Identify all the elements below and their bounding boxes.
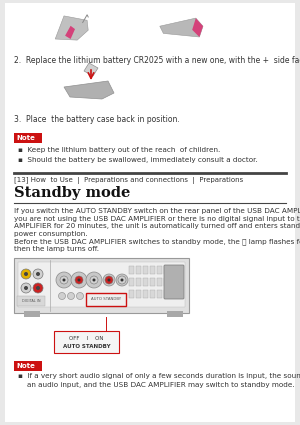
Circle shape <box>92 278 95 281</box>
Text: you are not using the USB DAC AMPLIFIER or there is no digital signal input to t: you are not using the USB DAC AMPLIFIER … <box>14 215 300 221</box>
Text: ▪  Should the battery be swallowed, immediately consult a doctor.: ▪ Should the battery be swallowed, immed… <box>18 157 258 163</box>
Circle shape <box>86 272 102 288</box>
Polygon shape <box>55 16 88 40</box>
Text: ▪  If a very short audio signal of only a few seconds duration is input, the sou: ▪ If a very short audio signal of only a… <box>18 373 300 379</box>
Text: AUTO STANDBY: AUTO STANDBY <box>91 298 121 301</box>
Bar <box>136 290 141 298</box>
Text: then the lamp turns off.: then the lamp turns off. <box>14 246 99 252</box>
Bar <box>129 290 134 298</box>
Bar <box>129 266 134 274</box>
Bar <box>150 290 155 298</box>
Text: power consumption.: power consumption. <box>14 230 88 236</box>
Bar <box>164 266 169 274</box>
FancyBboxPatch shape <box>17 296 45 306</box>
Text: If you switch the AUTO STANDBY switch on the rear panel of the USB DAC AMPLIFIER: If you switch the AUTO STANDBY switch on… <box>14 208 300 214</box>
Bar <box>136 278 141 286</box>
Circle shape <box>60 276 68 284</box>
FancyBboxPatch shape <box>14 258 189 313</box>
Text: an audio input, and the USB DAC AMPLIFIER may switch to standby mode.: an audio input, and the USB DAC AMPLIFIE… <box>18 382 295 388</box>
Polygon shape <box>192 18 203 37</box>
FancyBboxPatch shape <box>14 133 42 143</box>
Circle shape <box>33 269 43 279</box>
Circle shape <box>21 283 31 293</box>
Circle shape <box>68 292 74 300</box>
FancyBboxPatch shape <box>164 265 184 299</box>
FancyBboxPatch shape <box>54 331 119 353</box>
Circle shape <box>103 274 115 286</box>
Circle shape <box>21 269 31 279</box>
Text: Note: Note <box>16 135 35 141</box>
Bar <box>143 290 148 298</box>
FancyBboxPatch shape <box>24 311 40 317</box>
Circle shape <box>24 286 28 290</box>
Circle shape <box>36 286 40 290</box>
Circle shape <box>24 272 28 276</box>
Circle shape <box>121 278 124 281</box>
Bar <box>143 278 148 286</box>
Polygon shape <box>65 26 75 39</box>
Circle shape <box>116 274 128 286</box>
Bar <box>157 290 162 298</box>
Bar <box>129 278 134 286</box>
Circle shape <box>76 292 83 300</box>
Bar <box>164 290 169 298</box>
Text: OFF    I    ON: OFF I ON <box>69 335 104 340</box>
Bar <box>143 266 148 274</box>
Bar <box>157 266 162 274</box>
Circle shape <box>75 276 83 284</box>
Text: ▪  Keep the lithium battery out of the reach  of children.: ▪ Keep the lithium battery out of the re… <box>18 147 220 153</box>
Bar <box>150 278 155 286</box>
Text: 2.  Replace the lithium battery CR2025 with a new one, with the +  side facing u: 2. Replace the lithium battery CR2025 wi… <box>14 56 300 65</box>
Circle shape <box>33 283 43 293</box>
Polygon shape <box>160 18 203 37</box>
Text: [13] How  to Use  |  Preparations and connections  |  Preparations: [13] How to Use | Preparations and conne… <box>14 177 243 184</box>
Circle shape <box>62 278 65 281</box>
Bar <box>164 278 169 286</box>
Text: AUTO STANDBY: AUTO STANDBY <box>63 343 110 348</box>
Bar <box>157 278 162 286</box>
Text: DIGITAL IN: DIGITAL IN <box>22 299 40 303</box>
Circle shape <box>107 278 110 281</box>
Circle shape <box>58 292 65 300</box>
Circle shape <box>90 276 98 284</box>
FancyBboxPatch shape <box>14 361 42 371</box>
Bar <box>150 266 155 274</box>
FancyBboxPatch shape <box>18 262 185 307</box>
Text: 3.  Place  the battery case back in position.: 3. Place the battery case back in positi… <box>14 115 180 124</box>
Circle shape <box>36 272 40 276</box>
Circle shape <box>105 276 113 284</box>
FancyBboxPatch shape <box>167 311 183 317</box>
Circle shape <box>71 272 87 288</box>
Bar <box>136 266 141 274</box>
Circle shape <box>77 278 80 281</box>
Text: Note: Note <box>16 363 35 369</box>
Text: Standby mode: Standby mode <box>14 186 130 200</box>
Polygon shape <box>64 81 114 99</box>
Text: Before the USB DAC AMPLIFIER switches to standby mode, the ⏻ lamp flashes for 1 : Before the USB DAC AMPLIFIER switches to… <box>14 238 300 245</box>
Polygon shape <box>84 63 98 76</box>
FancyBboxPatch shape <box>5 3 295 422</box>
Text: AMPLIFIER for 20 minutes, the unit is automatically turned off and enters standb: AMPLIFIER for 20 minutes, the unit is au… <box>14 223 300 229</box>
Circle shape <box>56 272 72 288</box>
Circle shape <box>118 276 126 284</box>
